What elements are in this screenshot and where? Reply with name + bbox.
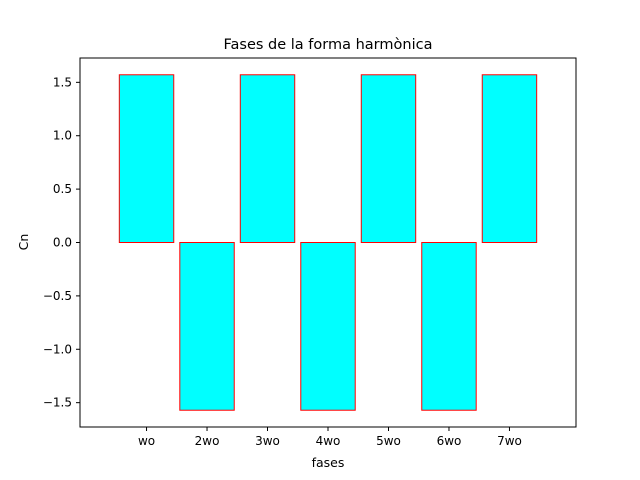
chart-title: Fases de la forma harmònica: [224, 37, 433, 53]
bar-2wo: [179, 242, 235, 411]
y-tick-label: −0.5: [43, 289, 72, 303]
x-tick-label: wo: [138, 434, 155, 448]
x-tick-label: 3wo: [255, 434, 280, 448]
bar-4wo: [300, 242, 356, 411]
bar-wo: [118, 74, 175, 243]
bar-3wo: [239, 74, 296, 243]
y-tick-label: 0.0: [53, 236, 72, 250]
axes-layer: −1.5 −1.0 −0.5 0.0 0.5 1.0 1.5 wo 2wo 3wo 4wo 5wo 6w…: [43, 57, 577, 448]
bar-7wo: [481, 74, 538, 243]
x-tick-label: 2wo: [195, 434, 220, 448]
y-tick-label: 0.5: [53, 182, 72, 196]
y-tick-label: −1.0: [43, 342, 72, 356]
y-tick-label: −1.5: [43, 396, 72, 410]
y-axis-label: Cn: [16, 234, 31, 251]
x-axis-label: fases: [312, 455, 345, 470]
x-tick-label: 4wo: [316, 434, 341, 448]
y-tick-label: 1.0: [53, 129, 72, 143]
x-tick-label: 5wo: [376, 434, 401, 448]
bar-5wo: [360, 74, 417, 243]
y-tick-label: 1.5: [53, 75, 72, 89]
bars-layer: [118, 74, 538, 411]
bar-6wo: [421, 242, 477, 411]
x-tick-label: 6wo: [437, 434, 462, 448]
x-tick-label: 7wo: [497, 434, 522, 448]
